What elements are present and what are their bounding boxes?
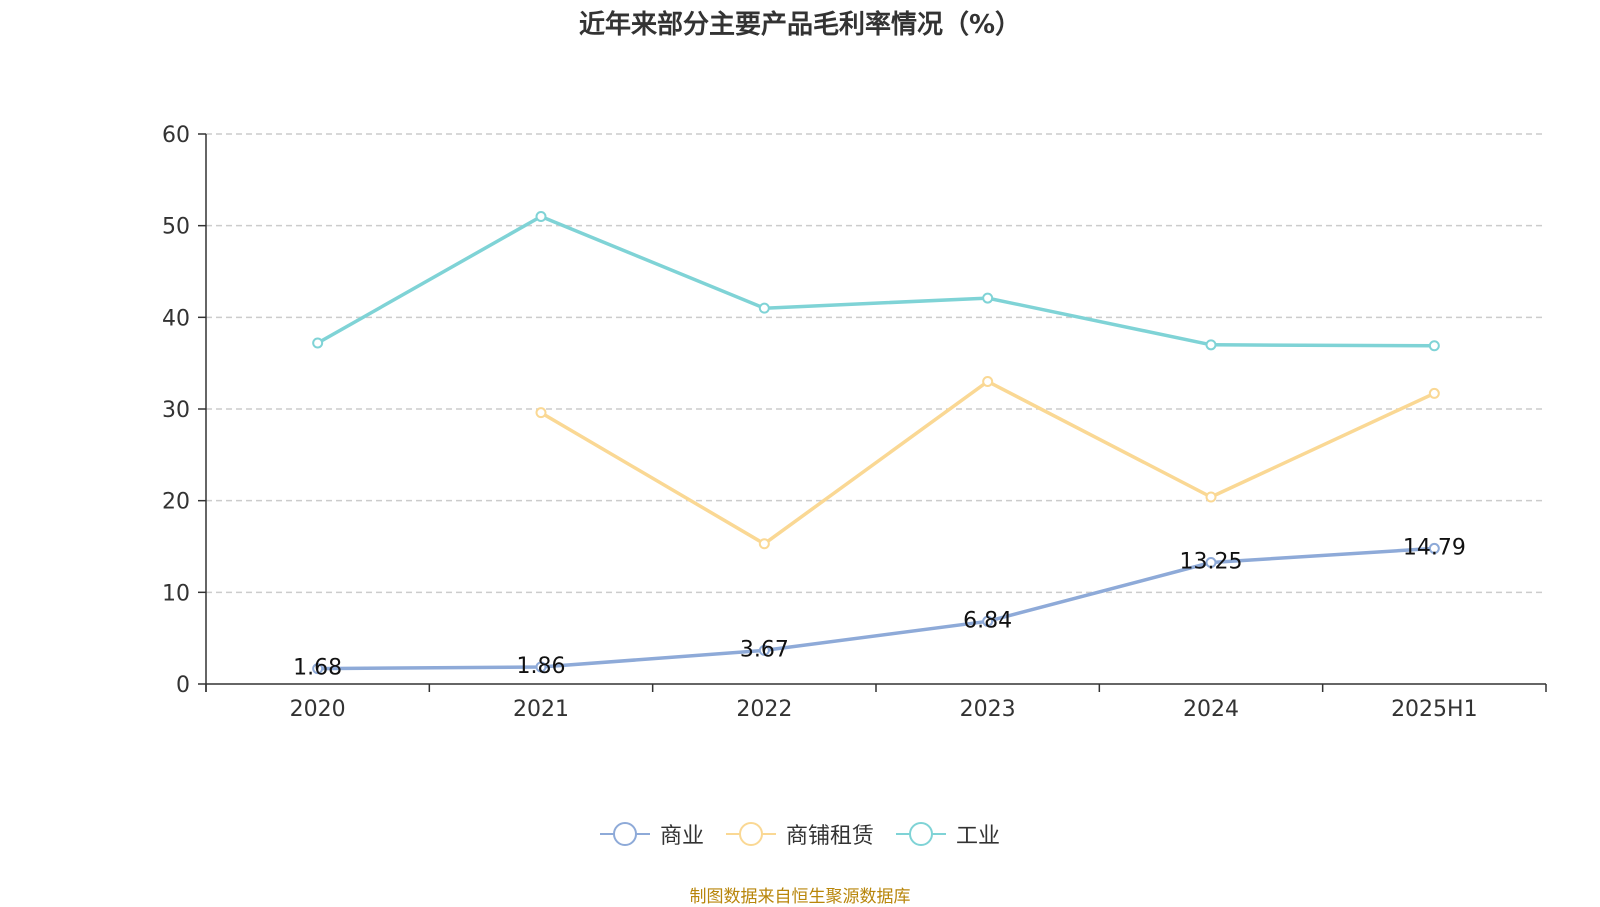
legend-label-1: 商铺租赁 — [785, 824, 874, 849]
data-point-1-2 — [758, 538, 770, 550]
data-point-2-1 — [535, 211, 547, 222]
y-tick-label-4: 40 — [162, 306, 190, 331]
y-tick-label-3: 30 — [162, 398, 190, 423]
legend-label-0: 商业 — [659, 824, 704, 849]
legend-item-2[interactable]: 工业 — [896, 818, 1000, 850]
y-tick-label-6: 60 — [162, 123, 190, 148]
data-point-2-0 — [312, 337, 324, 349]
legend-item-0[interactable]: 商业 — [599, 818, 704, 850]
data-point-0-4 — [1205, 557, 1217, 569]
data-point-0-1 — [535, 661, 547, 673]
data-point-2-4 — [1205, 339, 1217, 351]
data-point-0-0 — [312, 663, 324, 675]
data-point-1-1 — [535, 407, 547, 419]
data-label-0-5: 14.79 — [1403, 535, 1466, 560]
y-tick-label-5: 50 — [162, 215, 190, 240]
series-line-2 — [316, 214, 1435, 348]
data-point-2-5 — [1428, 340, 1440, 352]
chart-title: 近年来部分主要产品毛利率情况（%） — [578, 10, 1022, 40]
series-line-0 — [317, 546, 1435, 671]
data-label-0-3: 6.84 — [963, 608, 1012, 633]
data-point-2-2 — [758, 302, 770, 314]
legend: 商业 商铺租赁 工业 — [0, 818, 1600, 850]
data-label-0-2: 3.67 — [740, 637, 789, 662]
legend-marker-0 — [599, 822, 650, 846]
x-tick-label-3: 2023 — [960, 697, 1016, 722]
data-label-0-1: 1.86 — [517, 654, 566, 679]
data-point-0-2 — [758, 644, 770, 656]
series-line-1 — [540, 379, 1436, 546]
y-tick-label-0: 0 — [176, 673, 190, 698]
legend-marker-2 — [896, 822, 946, 846]
data-point-0-3 — [982, 615, 994, 627]
x-tick-label-1: 2021 — [513, 697, 569, 722]
x-tick-label-5: 2025H1 — [1391, 697, 1478, 722]
y-tick-label-2: 20 — [162, 490, 190, 515]
data-point-1-4 — [1205, 491, 1217, 503]
data-label-0-0: 1.68 — [293, 656, 342, 681]
legend-item-1[interactable]: 商铺租赁 — [725, 818, 874, 850]
legend-marker-1 — [725, 822, 776, 846]
data-point-0-5 — [1428, 542, 1440, 554]
x-tick-label-0: 2020 — [290, 697, 346, 722]
data-point-1-5 — [1428, 387, 1440, 399]
x-tick-label-2: 2022 — [736, 697, 792, 722]
x-tick-label-4: 2024 — [1183, 697, 1239, 722]
legend-label-2: 工业 — [956, 824, 1001, 849]
data-label-0-4: 13.25 — [1180, 550, 1243, 575]
source-note: 制图数据来自恒生聚源数据库 — [689, 887, 911, 907]
y-tick-label-1: 10 — [162, 581, 190, 606]
data-point-2-3 — [982, 292, 994, 304]
data-point-1-3 — [982, 376, 994, 387]
